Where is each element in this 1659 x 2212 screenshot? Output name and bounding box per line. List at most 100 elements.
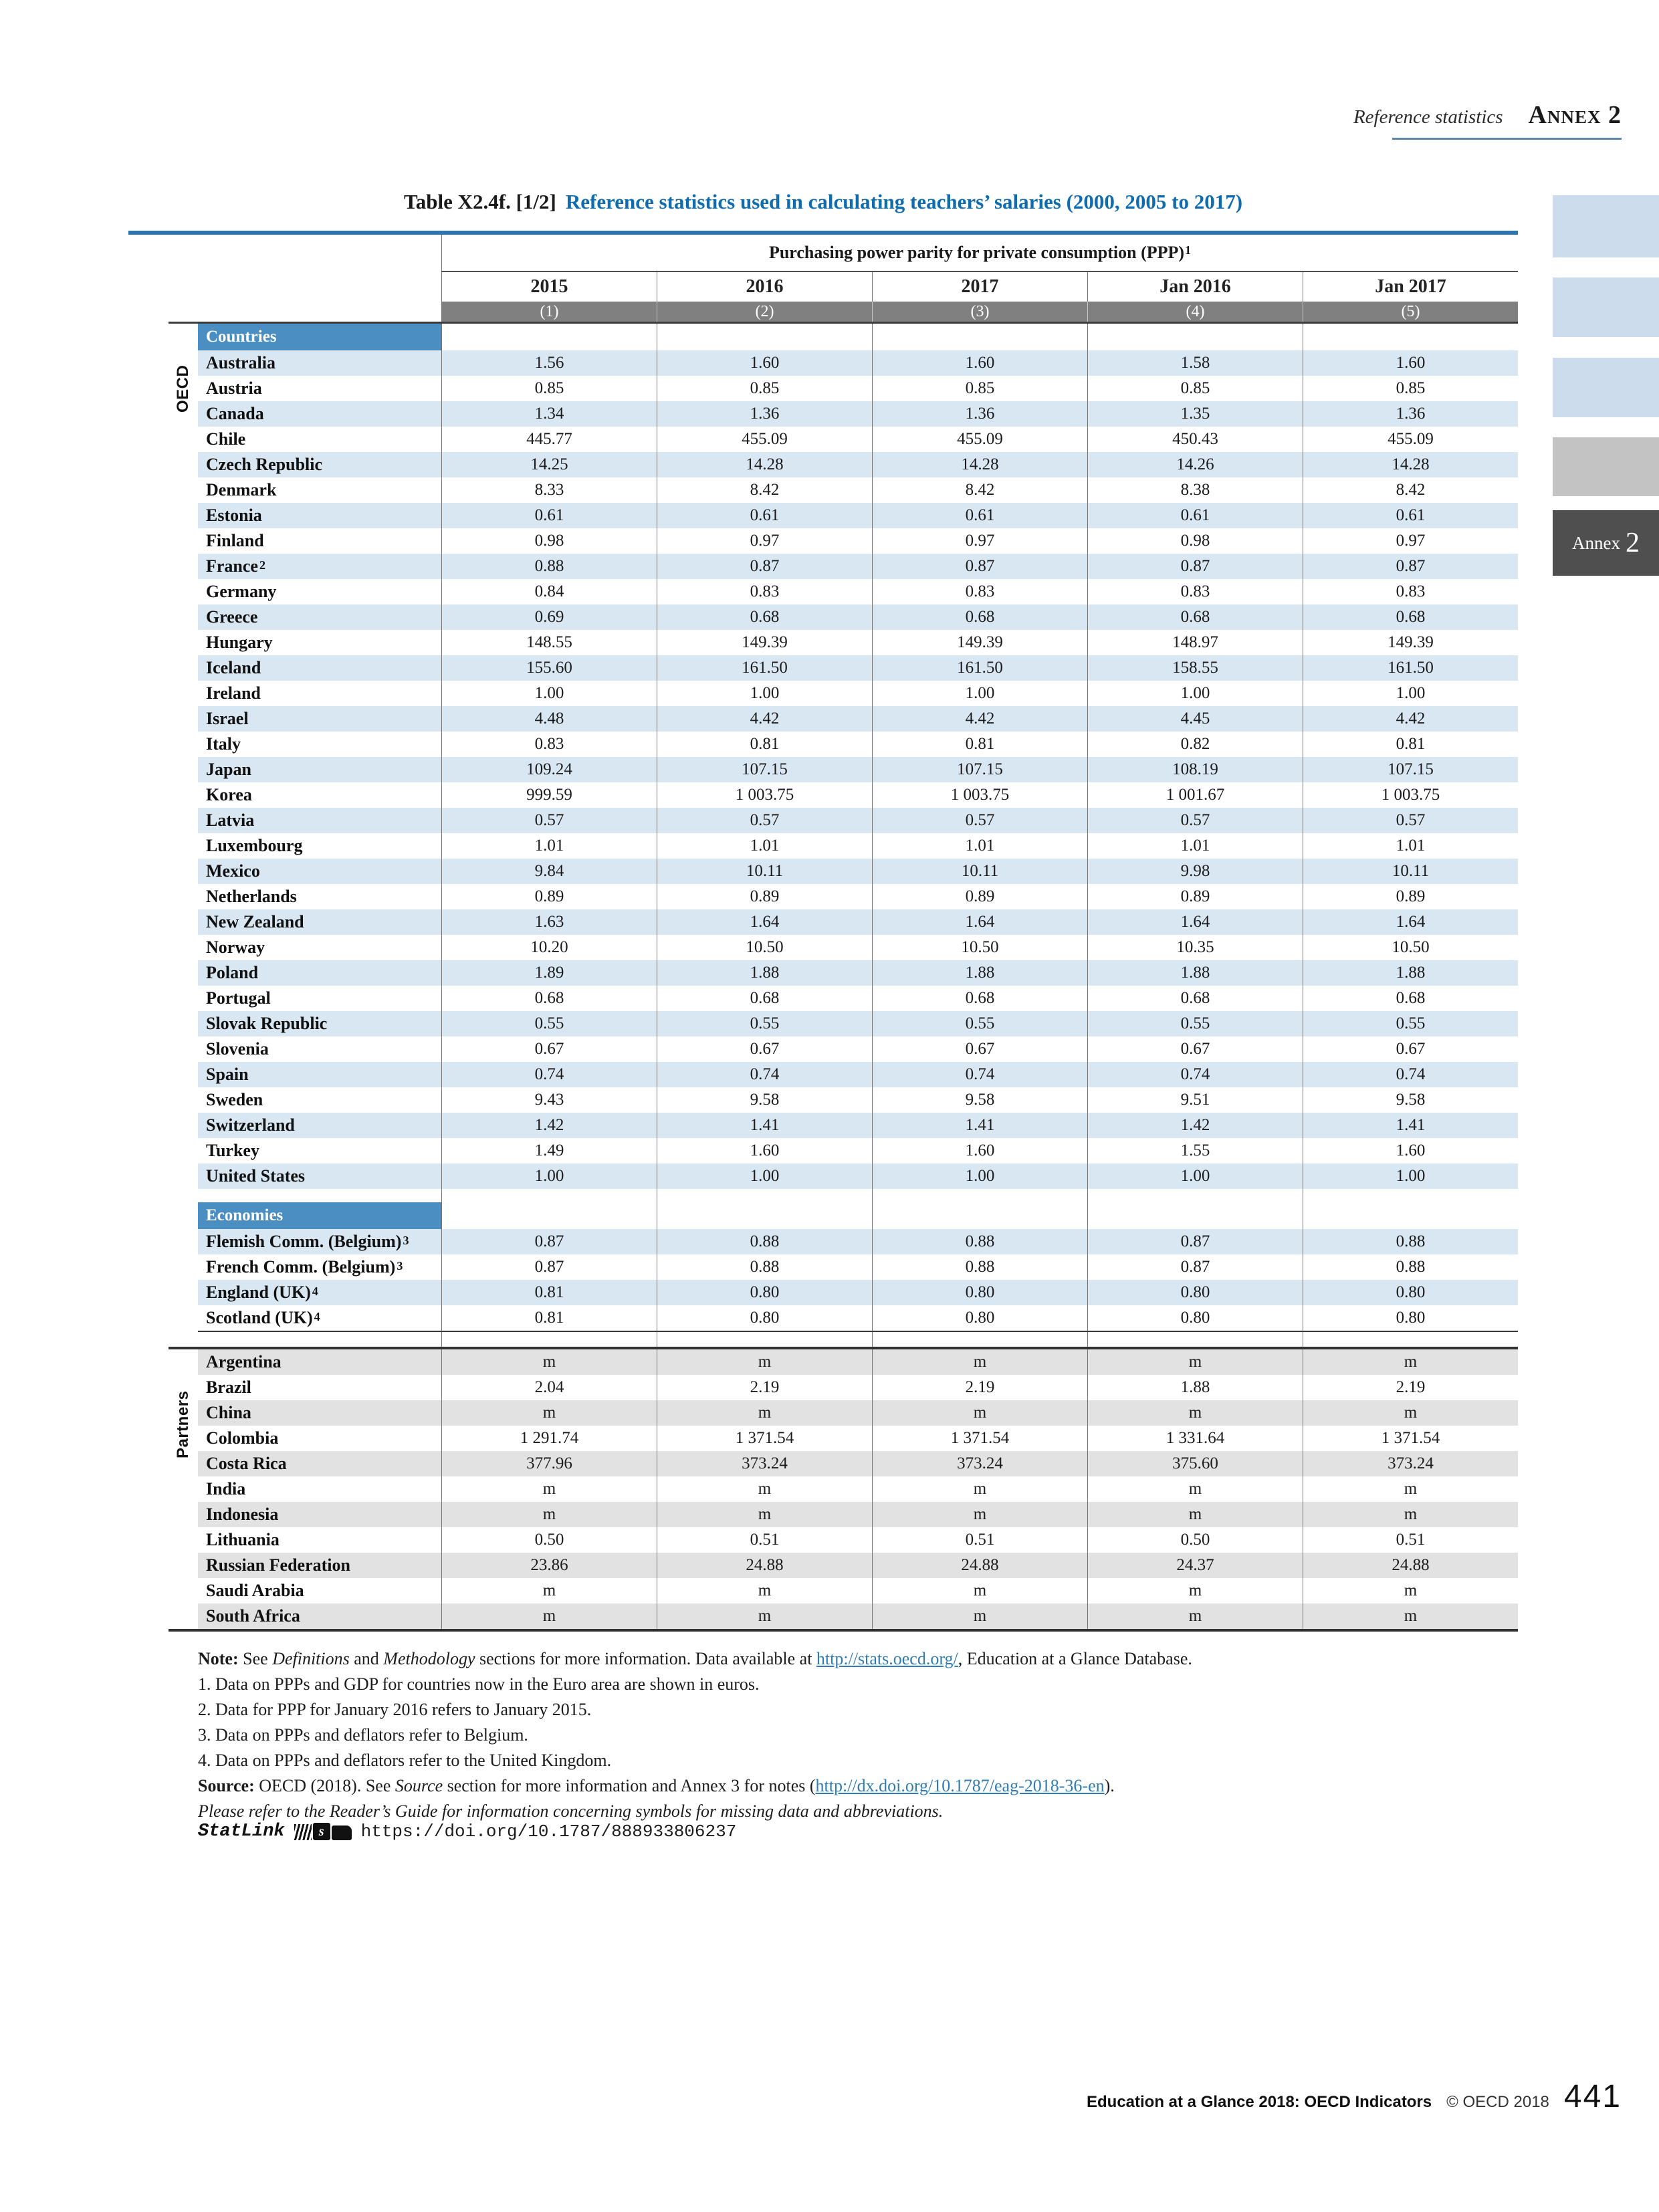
cell-value: m	[1303, 1476, 1518, 1502]
table-bottom-rule	[169, 1629, 1518, 1632]
cell-value: 1.00	[657, 1164, 872, 1189]
cell-value: m	[872, 1578, 1087, 1603]
cell-value: 0.67	[657, 1036, 872, 1062]
cell-value: 10.11	[1303, 859, 1518, 884]
cell-value: 23.86	[441, 1553, 657, 1578]
row-label: French Comm. (Belgium) 3	[206, 1257, 403, 1277]
statlink-url[interactable]: https://doi.org/10.1787/888933806237	[360, 1821, 737, 1842]
table-row: China m m m m m	[198, 1400, 1518, 1426]
row-label: Australia	[206, 353, 275, 372]
span-header-text: Purchasing power parity for private cons…	[768, 243, 1185, 262]
row-label: Korea	[206, 785, 252, 804]
row-label: Turkey	[206, 1141, 259, 1160]
cell-value: 1.00	[1303, 681, 1518, 706]
cell-value: 0.55	[1303, 1011, 1518, 1036]
cell-value: m	[441, 1349, 657, 1375]
section-gap	[198, 1189, 1518, 1202]
cell-value: 24.88	[872, 1553, 1087, 1578]
cell-value: 1.01	[441, 833, 657, 859]
cell-value: 0.68	[441, 986, 657, 1011]
section-header-label: Countries	[198, 324, 441, 350]
cell-value: 1.88	[1303, 960, 1518, 986]
table-span-header-row: Purchasing power parity for private cons…	[198, 235, 1518, 271]
cell-value: 0.57	[1087, 808, 1303, 833]
cell-value: 10.50	[872, 935, 1087, 960]
cell-value: 0.85	[657, 376, 872, 401]
running-header-rule	[1392, 138, 1622, 140]
statlink-line: StatLink s https://doi.org/10.1787/88893…	[198, 1821, 736, 1842]
note-line: 4. Data on PPPs and deflators refer to t…	[198, 1751, 612, 1770]
cell-value: 0.81	[657, 732, 872, 757]
table-row: Colombia 1 291.74 1 371.54 1 371.54 1 331.64…	[198, 1426, 1518, 1451]
cell-value: 0.80	[1303, 1280, 1518, 1305]
note-line: Please refer to the Reader’s Guide for i…	[198, 1801, 944, 1821]
column-header: 2017	[872, 272, 1087, 302]
table-row: Iceland 155.60 161.50 161.50 158.55 161.50	[198, 655, 1518, 681]
row-label: Scotland (UK) 4	[206, 1308, 320, 1327]
statlink-icon: s	[294, 1823, 352, 1840]
row-label: Ireland	[206, 683, 261, 703]
row-footnote-mark: 3	[403, 1233, 409, 1247]
cell-value: 0.85	[441, 376, 657, 401]
sidebar-label-partners: Partners	[174, 1390, 192, 1458]
row-label: Switzerland	[206, 1115, 295, 1135]
table-row: Scotland (UK) 4 0.81 0.80 0.80 0.80 0.80	[198, 1305, 1518, 1331]
cell-value: 999.59	[441, 782, 657, 808]
cell-value: 14.28	[657, 452, 872, 477]
cell-value: 0.68	[1087, 986, 1303, 1011]
sidebar-label-oecd: OECD	[174, 364, 192, 413]
cell-value: 2.04	[441, 1375, 657, 1400]
cell-value: 0.83	[1303, 579, 1518, 604]
cell-value: 0.67	[1303, 1036, 1518, 1062]
column-number-row: (1) (2) (3) (4) (5)	[198, 302, 1518, 322]
cell-value: 149.39	[872, 630, 1087, 655]
row-label: Israel	[206, 709, 249, 728]
cell-value: m	[1087, 1578, 1303, 1603]
cell-value: 9.58	[872, 1087, 1087, 1113]
table-row: Luxembourg 1.01 1.01 1.01 1.01 1.01	[198, 833, 1518, 859]
cell-value: 158.55	[1087, 655, 1303, 681]
cell-value: 0.74	[872, 1062, 1087, 1087]
column-number: (2)	[657, 302, 872, 322]
cell-value: 0.98	[441, 528, 657, 554]
cell-value: 1.01	[1303, 833, 1518, 859]
cell-value: 0.83	[1087, 579, 1303, 604]
cell-value: 107.15	[1303, 757, 1518, 782]
cell-value: 0.85	[872, 376, 1087, 401]
row-label: Slovak Republic	[206, 1014, 328, 1033]
cell-value: 0.87	[441, 1229, 657, 1254]
cell-value: 0.61	[1087, 503, 1303, 528]
cell-value: 1.63	[441, 909, 657, 935]
cell-value: 0.83	[441, 732, 657, 757]
cell-value: 0.57	[657, 808, 872, 833]
span-header-divider	[198, 271, 1518, 272]
table-row: Slovenia 0.67 0.67 0.67 0.67 0.67	[198, 1036, 1518, 1062]
running-header: Reference statistics Annex 2	[1353, 100, 1622, 130]
row-label: Portugal	[206, 988, 271, 1008]
table-row: Norway 10.20 10.50 10.50 10.35 10.50	[198, 935, 1518, 960]
cell-value: m	[657, 1578, 872, 1603]
note-line: 1. Data on PPPs and GDP for countries no…	[198, 1674, 760, 1694]
cell-value: 148.55	[441, 630, 657, 655]
cell-value: 10.20	[441, 935, 657, 960]
column-number: (3)	[872, 302, 1087, 322]
span-header-footnote-mark: 1	[1185, 243, 1192, 257]
column-number: (4)	[1087, 302, 1303, 322]
row-label: Colombia	[206, 1428, 279, 1448]
cell-value: 2.19	[1303, 1375, 1518, 1400]
row-label: Russian Federation	[206, 1555, 350, 1575]
cell-value: 1 001.67	[1087, 782, 1303, 808]
table-row: Turkey 1.49 1.60 1.60 1.55 1.60	[198, 1138, 1518, 1164]
row-footnote-mark: 2	[259, 558, 265, 572]
note-link[interactable]: http://stats.oecd.org/	[816, 1649, 958, 1668]
cell-value: 0.80	[1087, 1280, 1303, 1305]
countries-rows: Australia 1.56 1.60 1.60 1.58 1.60 Austria 0.85…	[198, 350, 1518, 1189]
row-label: Lithuania	[206, 1530, 280, 1549]
table-row: Russian Federation 23.86 24.88 24.88 24.37 24…	[198, 1553, 1518, 1578]
note-link[interactable]: http://dx.doi.org/10.1787/eag-2018-36-en	[815, 1776, 1105, 1795]
cell-value: 1 003.75	[657, 782, 872, 808]
row-label: Chile	[206, 429, 246, 449]
row-label: Mexico	[206, 861, 260, 881]
row-label: Austria	[206, 378, 262, 398]
cell-value: 108.19	[1087, 757, 1303, 782]
